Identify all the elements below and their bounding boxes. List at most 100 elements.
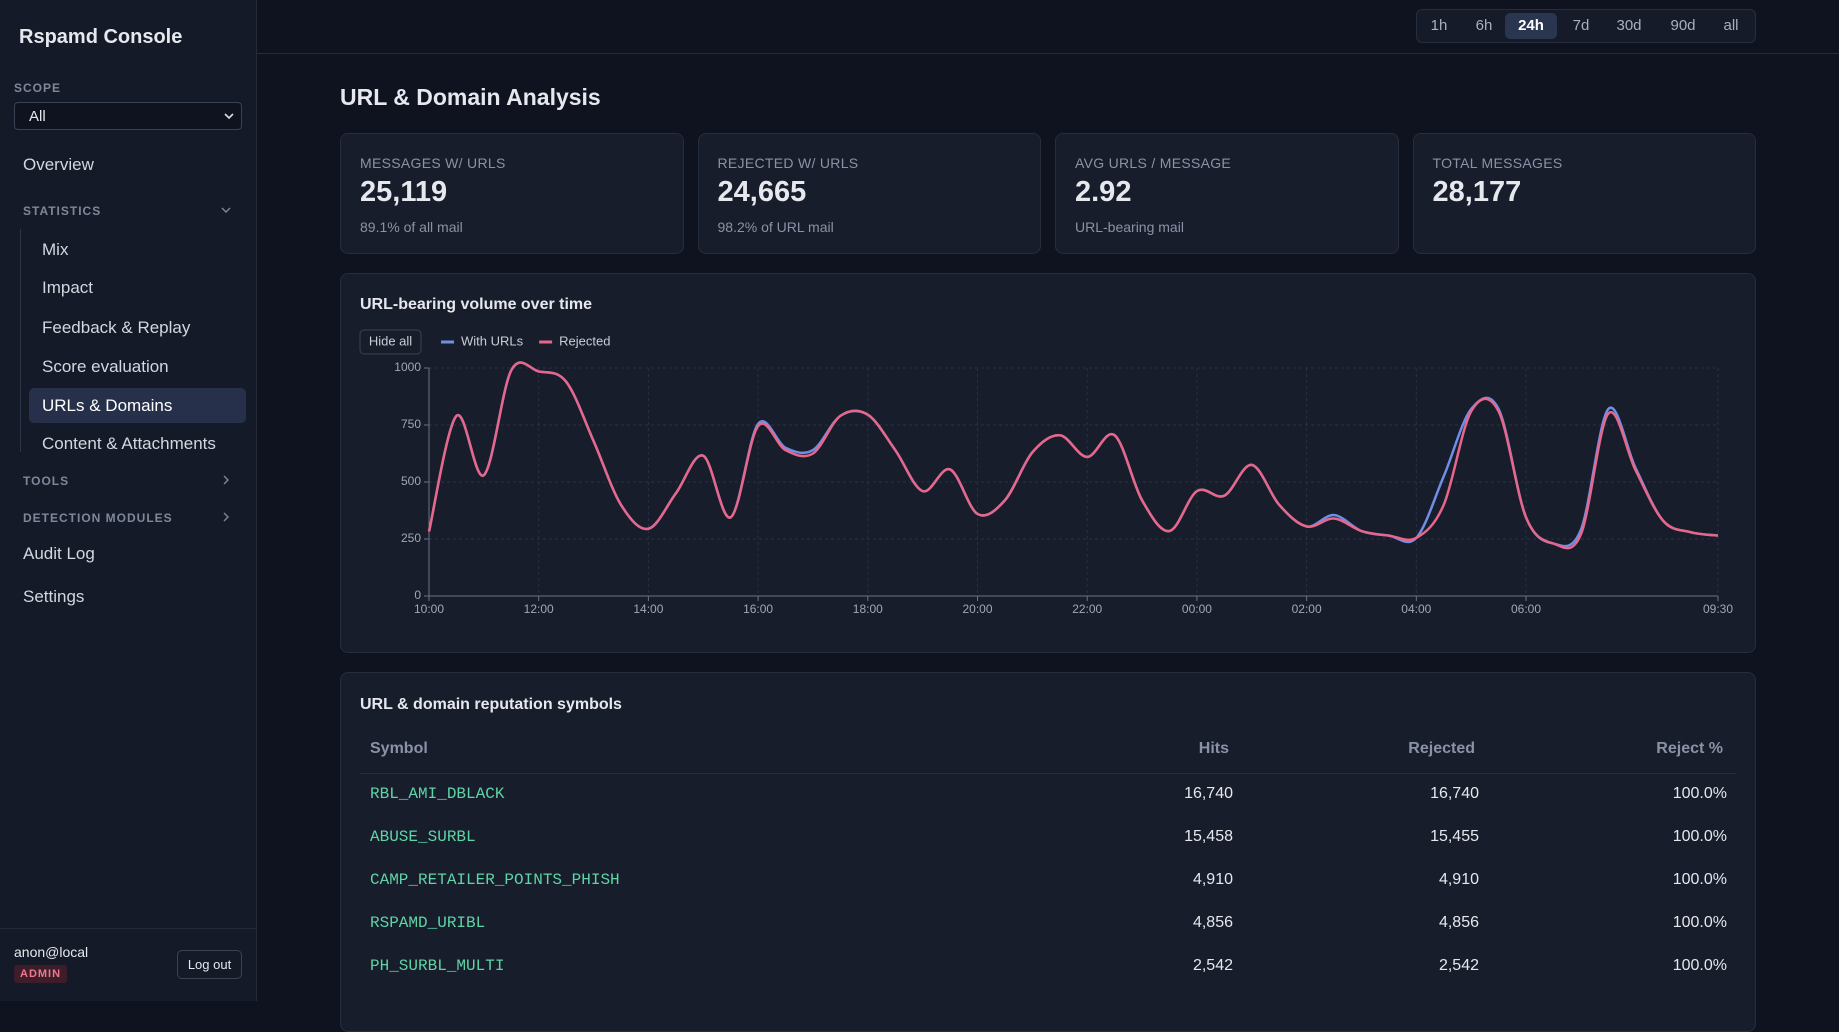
column-header-label: Hits: [1198, 740, 1229, 757]
number-cell: 4,910: [1438, 871, 1479, 888]
chevron: [221, 207, 231, 213]
chevron: [223, 512, 229, 522]
number-cell: 15,455: [1430, 828, 1479, 845]
nav-item[interactable]: Feedback & Replay: [42, 318, 191, 337]
nav-item[interactable]: Audit Log: [23, 544, 95, 563]
nav-item[interactable]: Overview: [23, 155, 94, 174]
column-header-label: Symbol: [370, 740, 428, 757]
time-range-button[interactable]: 1h: [1430, 17, 1448, 34]
stat-card: AVG URLS / MESSAGE 2.92 URL-bearing mail: [1055, 133, 1399, 254]
x-tick-label: 02:00: [1292, 602, 1322, 616]
chevron: [224, 113, 234, 120]
symbol-cell[interactable]: ABUSE_SURBL: [370, 828, 476, 846]
sidebar: Rspamd Console SCOPE All Overview STATIS…: [0, 0, 257, 1001]
column-header[interactable]: Reject %: [1656, 740, 1727, 759]
number-cell: 4,856: [1438, 914, 1479, 931]
time-range-button[interactable]: 30d: [1616, 17, 1642, 34]
number-cell: 100.0%: [1672, 957, 1727, 974]
stat-label: AVG URLS / MESSAGE: [1075, 155, 1232, 171]
hide-all-button[interactable]: [359, 329, 422, 355]
nav-item[interactable]: Mix: [42, 240, 69, 259]
table-title: URL & domain reputation symbols: [360, 696, 622, 713]
legend-label[interactable]: With URLs: [461, 333, 524, 348]
time-range-button[interactable]: 24h: [1505, 13, 1557, 39]
x-tick-label: 00:00: [1182, 602, 1212, 616]
nav-item[interactable]: Score evaluation: [42, 357, 169, 376]
nav-active-bg: [29, 388, 246, 423]
legend-label[interactable]: Rejected: [559, 333, 610, 348]
y-tick-label: 1000: [394, 360, 421, 374]
y-tick-label: 750: [401, 417, 421, 431]
nav-section[interactable]: TOOLS: [23, 474, 70, 488]
number-cell: 16,740: [1430, 785, 1479, 802]
table-card: URL & domain reputation symbols Symbol Hi…: [340, 672, 1756, 1032]
number-cell: 100.0%: [1672, 914, 1727, 931]
nav-section[interactable]: STATISTICS: [23, 204, 102, 218]
x-tick-label: 16:00: [743, 602, 773, 616]
x-tick-label: 14:00: [633, 602, 663, 616]
series-line: [427, 361, 1719, 550]
scope-label: SCOPE: [14, 81, 62, 95]
x-tick-label: 06:00: [1511, 602, 1541, 616]
time-range-button[interactable]: all: [1723, 17, 1739, 34]
stat-value: 28,177: [1432, 176, 1522, 208]
page-title: URL & Domain Analysis: [340, 84, 601, 110]
logout-button[interactable]: Log out: [177, 950, 242, 979]
stat-value: 2.92: [1075, 176, 1132, 208]
stat-value: 24,665: [717, 176, 807, 208]
symbol-cell[interactable]: RSPAMD_URIBL: [370, 914, 486, 932]
scope-select[interactable]: All: [14, 102, 242, 130]
stat-note: 89.1% of all mail: [360, 219, 463, 235]
stat-card: MESSAGES W/ URLS 25,119 89.1% of all mail: [340, 133, 684, 254]
y-tick-label: 250: [401, 531, 421, 545]
time-range-button[interactable]: 90d: [1670, 17, 1696, 34]
x-tick-label: 20:00: [962, 602, 992, 616]
symbol-cell[interactable]: RBL_AMI_DBLACK: [370, 785, 505, 803]
number-cell: 4,856: [1192, 914, 1233, 931]
hide-all-label[interactable]: Hide all: [369, 333, 412, 348]
divider: [0, 928, 256, 929]
chart-title: URL-bearing volume over time: [360, 296, 592, 313]
nav-item[interactable]: Settings: [23, 587, 85, 606]
nav-item[interactable]: Content & Attachments: [42, 434, 216, 453]
time-range-button[interactable]: 6h: [1475, 17, 1493, 34]
column-header-label: Reject %: [1656, 740, 1723, 757]
column-header-label: Rejected: [1408, 740, 1475, 757]
stat-card: TOTAL MESSAGES 28,177: [1412, 133, 1756, 254]
x-tick-label: 04:00: [1401, 602, 1431, 616]
top-bar: 1h 6h 24h 7d 30d 90d all: [257, 0, 1839, 54]
symbol-cell[interactable]: CAMP_RETAILER_POINTS_PHISH: [370, 871, 620, 889]
time-range-button[interactable]: 7d: [1572, 17, 1590, 34]
user: anon@local: [14, 944, 89, 960]
nav-section[interactable]: DETECTION MODULES: [23, 511, 173, 525]
stat-card: REJECTED W/ URLS 24,665 98.2% of URL mail: [697, 133, 1041, 254]
x-tick-label: 18:00: [853, 602, 883, 616]
y-tick-label: 0: [414, 588, 421, 602]
number-cell: 15,458: [1184, 828, 1233, 845]
nav-guide: [20, 229, 21, 452]
chart-card: URL-bearing volume over time Hide all Wi…: [340, 273, 1756, 653]
role-badge: ADMIN: [14, 965, 68, 983]
x-tick-label: 10:00: [414, 602, 444, 616]
x-tick-label: 22:00: [1072, 602, 1102, 616]
number-cell: 100.0%: [1672, 871, 1727, 888]
number-cell: 2,542: [1438, 957, 1479, 974]
stat-label: MESSAGES W/ URLS: [360, 155, 506, 171]
column-header[interactable]: Hits: [1199, 740, 1233, 759]
symbol-cell[interactable]: PH_SURBL_MULTI: [370, 957, 505, 975]
number-cell: 100.0%: [1672, 828, 1727, 845]
number-cell: 16,740: [1184, 785, 1233, 802]
column-header[interactable]: Rejected: [1408, 740, 1479, 759]
nav-item[interactable]: Impact: [42, 278, 94, 297]
number-cell: 4,910: [1192, 871, 1233, 888]
nav-item[interactable]: URLs & Domains: [42, 396, 173, 415]
brand: Rspamd Console: [19, 26, 183, 48]
stat-cards: MESSAGES W/ URLS 25,119 89.1% of all mail R…: [340, 133, 1756, 254]
chevron: [223, 475, 229, 485]
y-tick-label: 500: [401, 474, 421, 488]
chart: URL-bearing volume over time Hide all Wi…: [359, 296, 1733, 616]
stat-value: 25,119: [360, 176, 448, 208]
stat-note: URL-bearing mail: [1075, 219, 1184, 235]
column-header[interactable]: Symbol: [370, 740, 432, 759]
